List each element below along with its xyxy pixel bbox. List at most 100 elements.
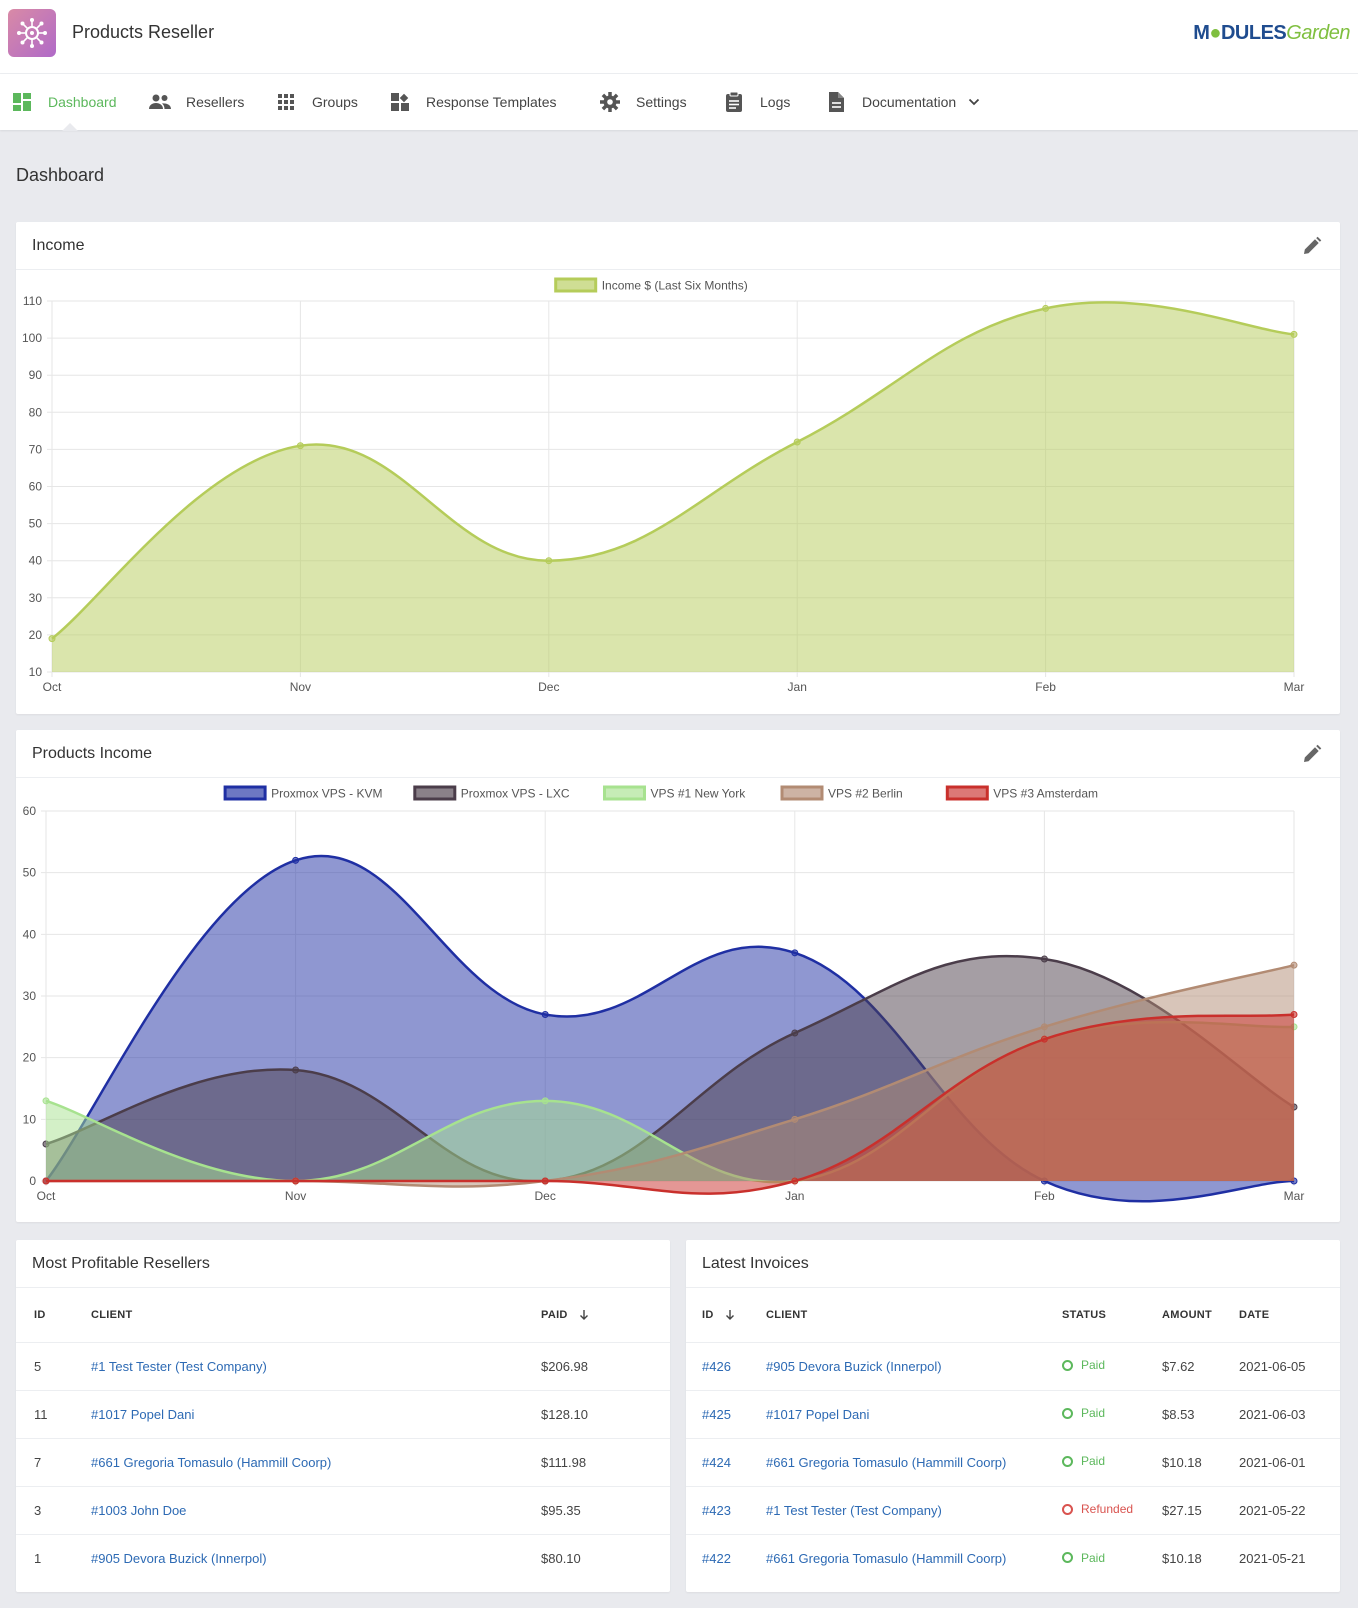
nav-settings[interactable]: Settings (598, 74, 687, 130)
reseller-paid: $95.35 (541, 1486, 670, 1535)
data-point[interactable] (1290, 1011, 1298, 1018)
data-point[interactable] (541, 1011, 549, 1018)
invoice-client-link[interactable]: #661 Gregoria Tomasulo (Hammill Coorp) (766, 1550, 1007, 1566)
column-date[interactable]: DATE (1239, 1288, 1340, 1343)
y-tick-label: 20 (29, 628, 43, 642)
data-point[interactable] (1290, 961, 1298, 969)
users-icon (148, 90, 172, 114)
panel-title: Latest Invoices (702, 1254, 809, 1272)
chart-legend: Proxmox VPS - KVM Proxmox VPS - LXC VPS #1… (223, 785, 1098, 801)
status-badge: Refunded (1062, 1486, 1162, 1535)
legend-label[interactable]: Income $ (Last Six Months) (602, 279, 748, 293)
nav-response-templates[interactable]: Response Templates (388, 74, 556, 130)
column-status[interactable]: STATUS (1062, 1288, 1162, 1343)
data-point[interactable] (791, 949, 799, 957)
reseller-client-link[interactable]: #1 Test Tester (Test Company) (91, 1342, 541, 1391)
data-point[interactable] (541, 1097, 549, 1105)
x-tick-label: Mar (1284, 680, 1305, 694)
data-point[interactable] (541, 1177, 549, 1185)
invoice-client-link[interactable]: #661 Gregoria Tomasulo (Hammill Coorp) (766, 1438, 1062, 1487)
gear-icon (598, 90, 622, 114)
data-point[interactable] (1040, 1035, 1048, 1043)
data-point[interactable] (42, 1097, 50, 1105)
invoice-client-link[interactable]: #1017 Popel Dani (766, 1390, 1062, 1439)
edit-button[interactable] (1300, 234, 1324, 258)
data-point[interactable] (1290, 330, 1298, 338)
data-point[interactable] (791, 1177, 799, 1185)
reseller-client-link[interactable]: #1017 Popel Dani (91, 1390, 541, 1439)
legend-swatch[interactable] (223, 785, 267, 801)
app-logo[interactable] (8, 9, 56, 57)
nav-label: Resellers (186, 94, 245, 110)
data-point[interactable] (1040, 955, 1048, 963)
nav-resellers[interactable]: Resellers (148, 74, 244, 130)
table-row: #425 #1017 Popel Dani Paid $8.53 2021-06-03 (686, 1390, 1340, 1439)
reseller-client-link[interactable]: #1003 John Doe (91, 1486, 541, 1535)
invoice-id-link[interactable]: #426 (686, 1342, 766, 1391)
status-dot-icon (1062, 1552, 1073, 1563)
x-tick-label: Nov (290, 680, 311, 694)
invoice-id-link[interactable]: #425 (686, 1390, 766, 1439)
legend-label[interactable]: VPS #3 Amsterdam (993, 787, 1098, 801)
column-id[interactable]: ID (686, 1288, 766, 1343)
y-tick-label: 20 (23, 1051, 37, 1065)
reseller-client-link[interactable]: #661 Gregoria Tomasulo (Hammill Coorp) (91, 1438, 541, 1487)
invoice-id-link[interactable]: #422 (702, 1550, 731, 1566)
invoice-amount: $7.62 (1162, 1342, 1239, 1391)
invoice-amount: $27.15 (1162, 1486, 1239, 1535)
invoice-client-link[interactable]: #1 Test Tester (Test Company) (766, 1486, 1062, 1535)
y-tick-label: 50 (29, 517, 43, 531)
data-point[interactable] (42, 1177, 50, 1185)
legend-swatch[interactable] (554, 277, 598, 293)
legend-swatch[interactable] (413, 785, 457, 801)
brand-logo[interactable]: M●DULESGarden (1193, 22, 1350, 44)
nav-dashboard[interactable]: Dashboard (10, 74, 117, 130)
data-point[interactable] (296, 442, 304, 450)
resellers-panel: Most Profitable Resellers ID CLIENT PAID… (16, 1240, 670, 1592)
reseller-paid: $111.98 (541, 1438, 670, 1487)
table-row: 11 #1017 Popel Dani $128.10 (16, 1390, 670, 1439)
sort-down-icon (725, 1309, 734, 1320)
legend-swatch[interactable] (603, 785, 646, 801)
column-id[interactable]: ID (16, 1288, 91, 1343)
legend-swatch[interactable] (780, 785, 824, 801)
nav-label: Documentation (862, 94, 957, 110)
column-paid[interactable]: PAID (541, 1288, 670, 1343)
reseller-id: 3 (16, 1486, 91, 1535)
active-nav-caret (62, 123, 78, 131)
data-point[interactable] (791, 1115, 799, 1123)
reseller-id: 11 (16, 1390, 91, 1439)
invoice-amount: $10.18 (1162, 1550, 1202, 1566)
edit-button[interactable] (1300, 742, 1324, 766)
dashboard-icon (10, 90, 34, 114)
legend-label[interactable]: Proxmox VPS - KVM (271, 787, 382, 801)
data-point[interactable] (48, 635, 56, 643)
column-client[interactable]: CLIENT (766, 1288, 1062, 1343)
nav-documentation[interactable]: Documentation (824, 74, 980, 130)
top-bar: Products Reseller M●DULESGarden (0, 0, 1358, 74)
data-point[interactable] (1042, 304, 1050, 312)
invoice-client-link[interactable]: #905 Devora Buzick (Innerpol) (766, 1342, 1062, 1391)
nav-logs[interactable]: Logs (722, 74, 790, 130)
page-title: Dashboard (16, 165, 105, 185)
data-point[interactable] (292, 1177, 300, 1185)
invoice-id-link[interactable]: #423 (686, 1486, 766, 1535)
legend-swatch[interactable] (945, 785, 989, 801)
reseller-paid: $80.10 (541, 1550, 581, 1566)
reseller-client-link[interactable]: #905 Devora Buzick (Innerpol) (91, 1550, 267, 1566)
nav-groups[interactable]: Groups (274, 74, 358, 130)
data-point[interactable] (545, 557, 553, 565)
nav-label: Dashboard (48, 94, 117, 110)
income-panel: Income 10 20 30 40 50 60 70 80 90 100 110 Oct Nov Dec… (16, 222, 1340, 714)
data-point[interactable] (292, 856, 300, 864)
data-point[interactable] (292, 1066, 300, 1074)
invoice-id-link[interactable]: #424 (686, 1438, 766, 1487)
column-amount[interactable]: AMOUNT (1162, 1288, 1239, 1343)
legend-label[interactable]: Proxmox VPS - LXC (461, 787, 570, 801)
column-client[interactable]: CLIENT (91, 1288, 541, 1343)
data-point[interactable] (1040, 1023, 1048, 1031)
legend-label[interactable]: VPS #1 New York (651, 787, 747, 801)
data-point[interactable] (793, 438, 801, 446)
data-point[interactable] (791, 1029, 799, 1037)
legend-label[interactable]: VPS #2 Berlin (828, 787, 903, 801)
